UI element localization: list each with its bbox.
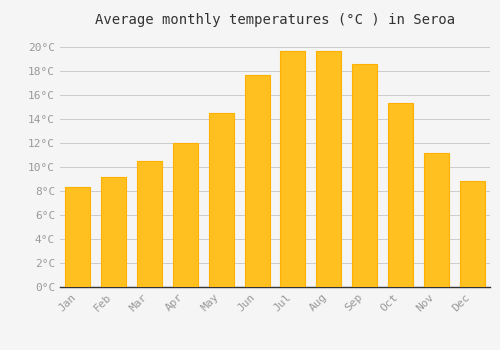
Title: Average monthly temperatures (°C ) in Seroa: Average monthly temperatures (°C ) in Se… <box>95 13 455 27</box>
Bar <box>460 181 484 287</box>
Bar <box>424 153 449 287</box>
Bar <box>208 113 234 287</box>
Bar <box>173 143 198 287</box>
Bar <box>66 187 90 287</box>
Bar <box>352 64 377 287</box>
Bar <box>244 75 270 287</box>
Bar <box>280 51 305 287</box>
Bar <box>388 103 413 287</box>
Bar <box>316 51 342 287</box>
Bar <box>101 177 126 287</box>
Bar <box>137 161 162 287</box>
